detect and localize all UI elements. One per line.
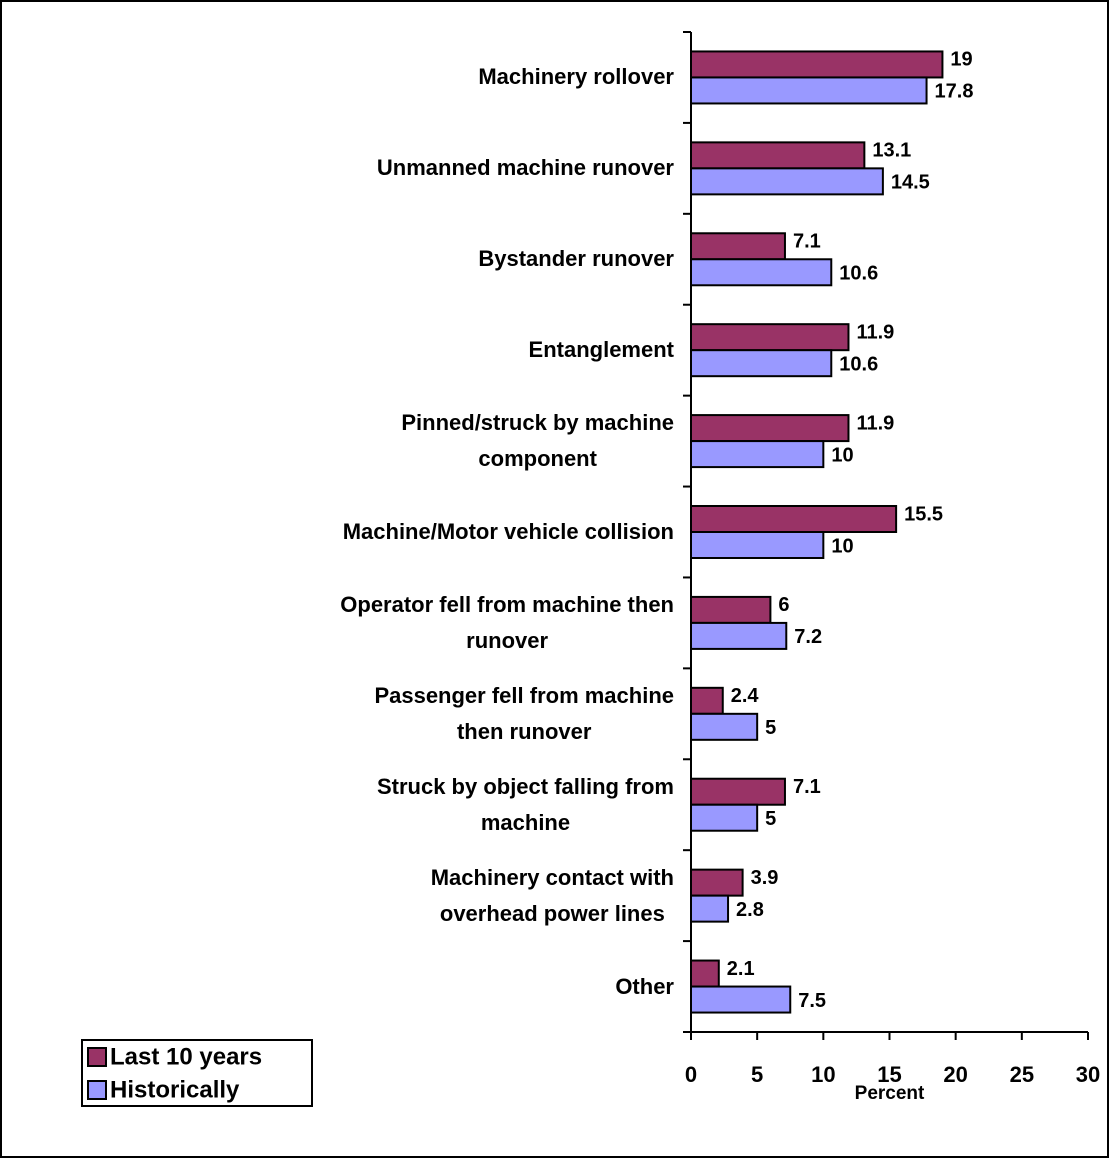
bar	[690, 505, 898, 533]
bar	[690, 985, 792, 1014]
legend-swatch	[87, 1047, 107, 1067]
value-label: 2.8	[736, 899, 764, 921]
value-label: 7.1	[793, 776, 821, 798]
bar	[690, 232, 786, 261]
value-label: 10	[831, 444, 853, 466]
bar	[690, 349, 833, 378]
x-axis-label: Percent	[855, 1083, 925, 1104]
bar	[690, 167, 884, 196]
value-label: 6	[778, 594, 789, 616]
x-tick-label: 30	[1076, 1062, 1100, 1087]
category-label: Other	[615, 973, 674, 999]
category-label: Unmanned machine runover	[376, 155, 674, 181]
bar	[690, 414, 850, 443]
value-label: 10.6	[839, 353, 878, 375]
category-label: Machine/Motor vehicle collision	[342, 519, 674, 544]
value-label: 19	[950, 49, 972, 71]
category-label: Bystander runover	[478, 246, 674, 272]
x-tick-label: 10	[811, 1062, 835, 1087]
value-label: 11.9	[856, 321, 894, 343]
bar	[690, 531, 825, 559]
x-tick-label: 0	[685, 1062, 697, 1087]
x-tick-label: 15	[877, 1062, 901, 1087]
x-tick-label: 20	[943, 1062, 967, 1087]
category-label: Machinery rollover	[478, 64, 674, 90]
bar	[690, 868, 744, 897]
bar	[690, 712, 759, 741]
value-label: 3.9	[751, 867, 779, 889]
category-label: Machinery contact with overhead power li…	[430, 864, 674, 926]
legend-label: Last 10 years	[110, 1043, 262, 1070]
value-label: 5	[765, 808, 776, 830]
legend-box	[81, 1039, 313, 1107]
value-label: 11.9	[856, 412, 894, 434]
value-label: 7.1	[793, 231, 821, 253]
legend-swatch	[87, 1080, 107, 1100]
category-label: Operator fell from machine then runover	[340, 591, 674, 653]
bar	[690, 50, 944, 79]
bar	[690, 595, 772, 624]
value-label: 17.8	[935, 81, 974, 103]
category-label: Entanglement	[528, 337, 674, 363]
bar	[690, 621, 788, 650]
bar	[690, 777, 786, 806]
bar	[690, 803, 759, 832]
value-label: 10.6	[839, 263, 878, 285]
x-tick-label: 25	[1010, 1062, 1034, 1087]
bar	[690, 258, 833, 287]
value-label: 7.5	[798, 990, 826, 1012]
bar	[690, 686, 724, 715]
value-label: 5	[765, 717, 776, 739]
legend-label: Historically	[110, 1076, 240, 1103]
value-label: 13.1	[872, 140, 911, 162]
value-label: 10	[831, 535, 853, 557]
category-label: Pinned/struck by machine component	[401, 410, 674, 472]
bar	[690, 323, 850, 352]
value-label: 7.2	[794, 626, 822, 648]
value-label: 2.4	[731, 685, 760, 707]
value-label: 2.1	[727, 958, 755, 980]
bar	[690, 76, 928, 105]
category-label: Passenger fell from machine then runover	[374, 682, 674, 744]
value-label: 15.5	[904, 503, 943, 525]
bar	[690, 141, 866, 170]
category-label: Struck by object falling from machine	[376, 773, 674, 835]
x-tick-label: 5	[751, 1062, 763, 1087]
bar	[690, 440, 825, 469]
bar	[690, 959, 720, 988]
value-label: 14.5	[891, 172, 930, 194]
bar	[690, 894, 730, 923]
